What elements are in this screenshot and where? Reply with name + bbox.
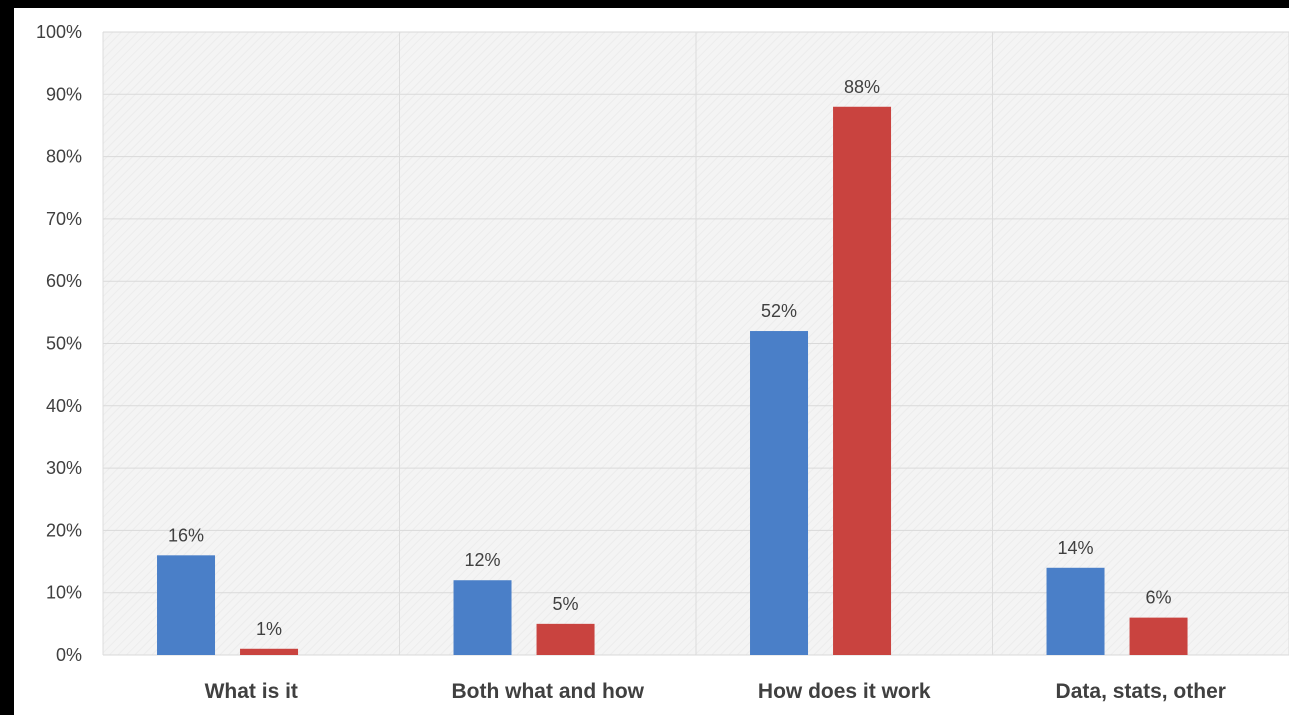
y-tick-label: 60%	[46, 271, 82, 291]
y-tick-label: 40%	[46, 396, 82, 416]
data-label: 16%	[168, 525, 204, 545]
bar-series2-2	[833, 106, 892, 655]
y-tick-label: 30%	[46, 458, 82, 478]
data-label: 52%	[761, 301, 797, 321]
y-tick-label: 70%	[46, 209, 82, 229]
data-label: 12%	[465, 550, 501, 570]
bar-series1-3	[1046, 567, 1105, 655]
bar-series2-1	[536, 623, 595, 655]
x-category-label: Both what and how	[452, 680, 645, 703]
y-axis: 0% 10% 20% 30% 40% 50% 60% 70% 80% 90% 100%	[36, 22, 82, 665]
x-axis: What is it Both what and how How does it w…	[205, 680, 1226, 703]
left-border	[0, 0, 14, 715]
bar-series1-2	[750, 331, 809, 655]
bar-series2-0	[240, 648, 299, 655]
y-tick-label: 20%	[46, 520, 82, 540]
y-tick-label: 90%	[46, 84, 82, 104]
bar-series1-1	[453, 580, 512, 655]
y-tick-label: 50%	[46, 334, 82, 354]
data-label: 14%	[1058, 538, 1094, 558]
top-border	[0, 0, 1289, 8]
data-label: 1%	[256, 619, 282, 639]
y-tick-label: 0%	[56, 645, 82, 665]
y-tick-label: 10%	[46, 583, 82, 603]
bar-series1-0	[157, 555, 216, 655]
bars: 16% 1% 12% 5% 52% 88% 14% 6%	[157, 77, 1188, 655]
bar-series2-3	[1129, 617, 1188, 655]
y-tick-label: 100%	[36, 22, 82, 42]
x-category-label: Data, stats, other	[1056, 680, 1226, 703]
data-label: 5%	[553, 594, 579, 614]
data-label: 6%	[1146, 588, 1172, 608]
x-category-label: What is it	[205, 680, 298, 703]
x-category-label: How does it work	[758, 680, 931, 703]
gridlines	[102, 31, 1289, 656]
data-label: 88%	[844, 77, 880, 97]
y-tick-label: 80%	[46, 147, 82, 167]
